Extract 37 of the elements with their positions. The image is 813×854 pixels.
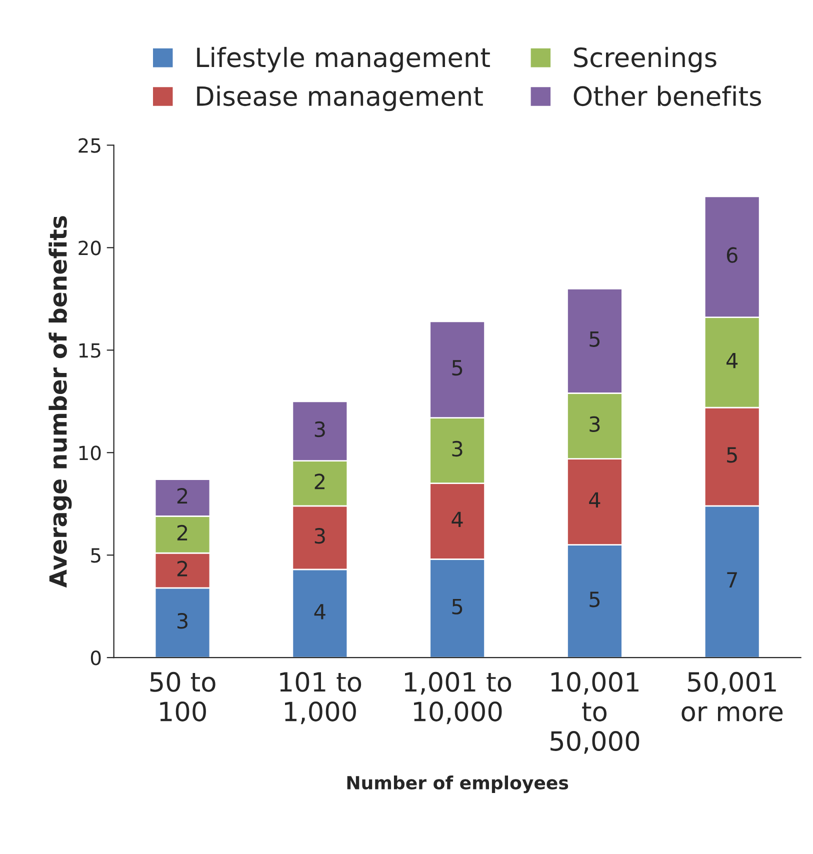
data-label: 5 — [727, 447, 737, 463]
data-label: 2 — [314, 474, 324, 490]
legend-label: Screenings — [574, 46, 716, 72]
data-label: 5 — [590, 331, 600, 347]
data-label: 4 — [452, 512, 463, 528]
data-label: 7 — [727, 572, 737, 588]
data-label: 5 — [452, 360, 462, 376]
data-label: 2 — [177, 524, 188, 540]
y-tick-label: 15 — [79, 343, 100, 358]
data-label: 4 — [726, 352, 738, 368]
data-label: 2 — [177, 560, 188, 576]
legend-label: Other benefits — [574, 86, 762, 106]
data-label: 3 — [177, 613, 188, 629]
data-label: 2 — [177, 488, 188, 504]
y-tick-label: 25 — [78, 138, 100, 153]
x-tick-label: 10,001 to 50,000 — [550, 672, 640, 754]
y-tick-label: 5 — [91, 548, 100, 563]
y-axis-title: Average number of benefits — [48, 216, 72, 588]
data-label: 5 — [452, 598, 462, 614]
data-label: 4 — [314, 604, 326, 620]
x-tick-label: 1,001 to 10,000 — [405, 672, 512, 724]
y-tick-label: 0 — [90, 650, 101, 666]
data-label: 3 — [452, 440, 462, 457]
x-tick-label: 101 to 1,000 — [280, 672, 362, 724]
y-tick-label: 20 — [78, 240, 101, 256]
data-label: 5 — [590, 592, 600, 608]
legend-label: Lifestyle management — [197, 46, 490, 72]
x-axis-title: Number of employees — [347, 776, 568, 794]
data-label: 4 — [589, 492, 600, 508]
x-tick-label: 50 to 100 — [150, 672, 216, 722]
data-label: 6 — [726, 247, 738, 263]
data-label: 3 — [314, 421, 325, 438]
y-tick-label: 10 — [79, 446, 101, 460]
data-label: 3 — [314, 528, 325, 544]
legend-label: Disease management — [197, 86, 483, 112]
data-label: 3 — [590, 416, 600, 432]
x-tick-label: 50,001 or more — [682, 672, 783, 722]
